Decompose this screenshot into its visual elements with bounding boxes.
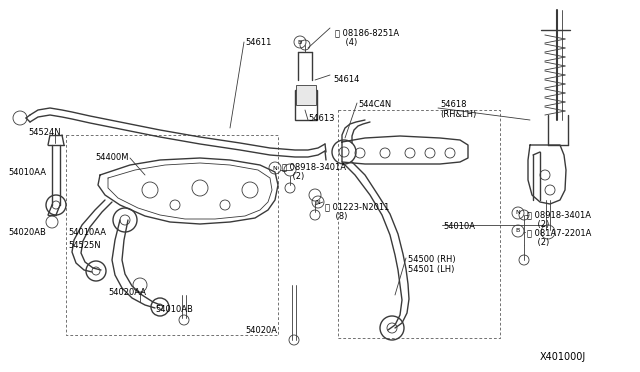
Text: 54500 (RH)
54501 (LH): 54500 (RH) 54501 (LH) xyxy=(408,255,456,275)
Text: Ⓑ 08186-8251A
    (4): Ⓑ 08186-8251A (4) xyxy=(335,28,399,47)
Text: 54400M: 54400M xyxy=(95,153,129,162)
Text: N: N xyxy=(316,199,321,205)
Bar xyxy=(296,85,316,105)
Text: N: N xyxy=(273,166,277,170)
Text: B: B xyxy=(298,39,302,45)
Text: X401000J: X401000J xyxy=(540,352,586,362)
Text: 54020AA: 54020AA xyxy=(108,288,146,297)
Text: 54614: 54614 xyxy=(333,75,360,84)
Text: 54613: 54613 xyxy=(308,114,335,123)
Text: 54020AB: 54020AB xyxy=(8,228,46,237)
Text: 54010AA: 54010AA xyxy=(68,228,106,237)
Text: 54525N: 54525N xyxy=(68,241,100,250)
Text: 54618
(RH&LH): 54618 (RH&LH) xyxy=(440,100,476,119)
Text: 54010A: 54010A xyxy=(443,222,475,231)
Text: 54524N: 54524N xyxy=(28,128,61,137)
Text: 54611: 54611 xyxy=(245,38,271,47)
Text: 54010AB: 54010AB xyxy=(155,305,193,314)
Text: 54020A: 54020A xyxy=(245,326,277,335)
Text: 544C4N: 544C4N xyxy=(358,100,391,109)
Bar xyxy=(295,90,317,120)
Text: Ⓝ 08918-3401A
    (2): Ⓝ 08918-3401A (2) xyxy=(282,162,346,182)
Text: Ⓝ 01223-N2011
    (8): Ⓝ 01223-N2011 (8) xyxy=(325,202,389,221)
Text: N: N xyxy=(516,211,520,215)
Text: Ⓑ 081A7-2201A
    (2): Ⓑ 081A7-2201A (2) xyxy=(527,228,591,247)
Text: 54010AA: 54010AA xyxy=(8,168,46,177)
Text: B: B xyxy=(516,228,520,234)
Text: Ⓝ 08918-3401A
    (2): Ⓝ 08918-3401A (2) xyxy=(527,210,591,230)
